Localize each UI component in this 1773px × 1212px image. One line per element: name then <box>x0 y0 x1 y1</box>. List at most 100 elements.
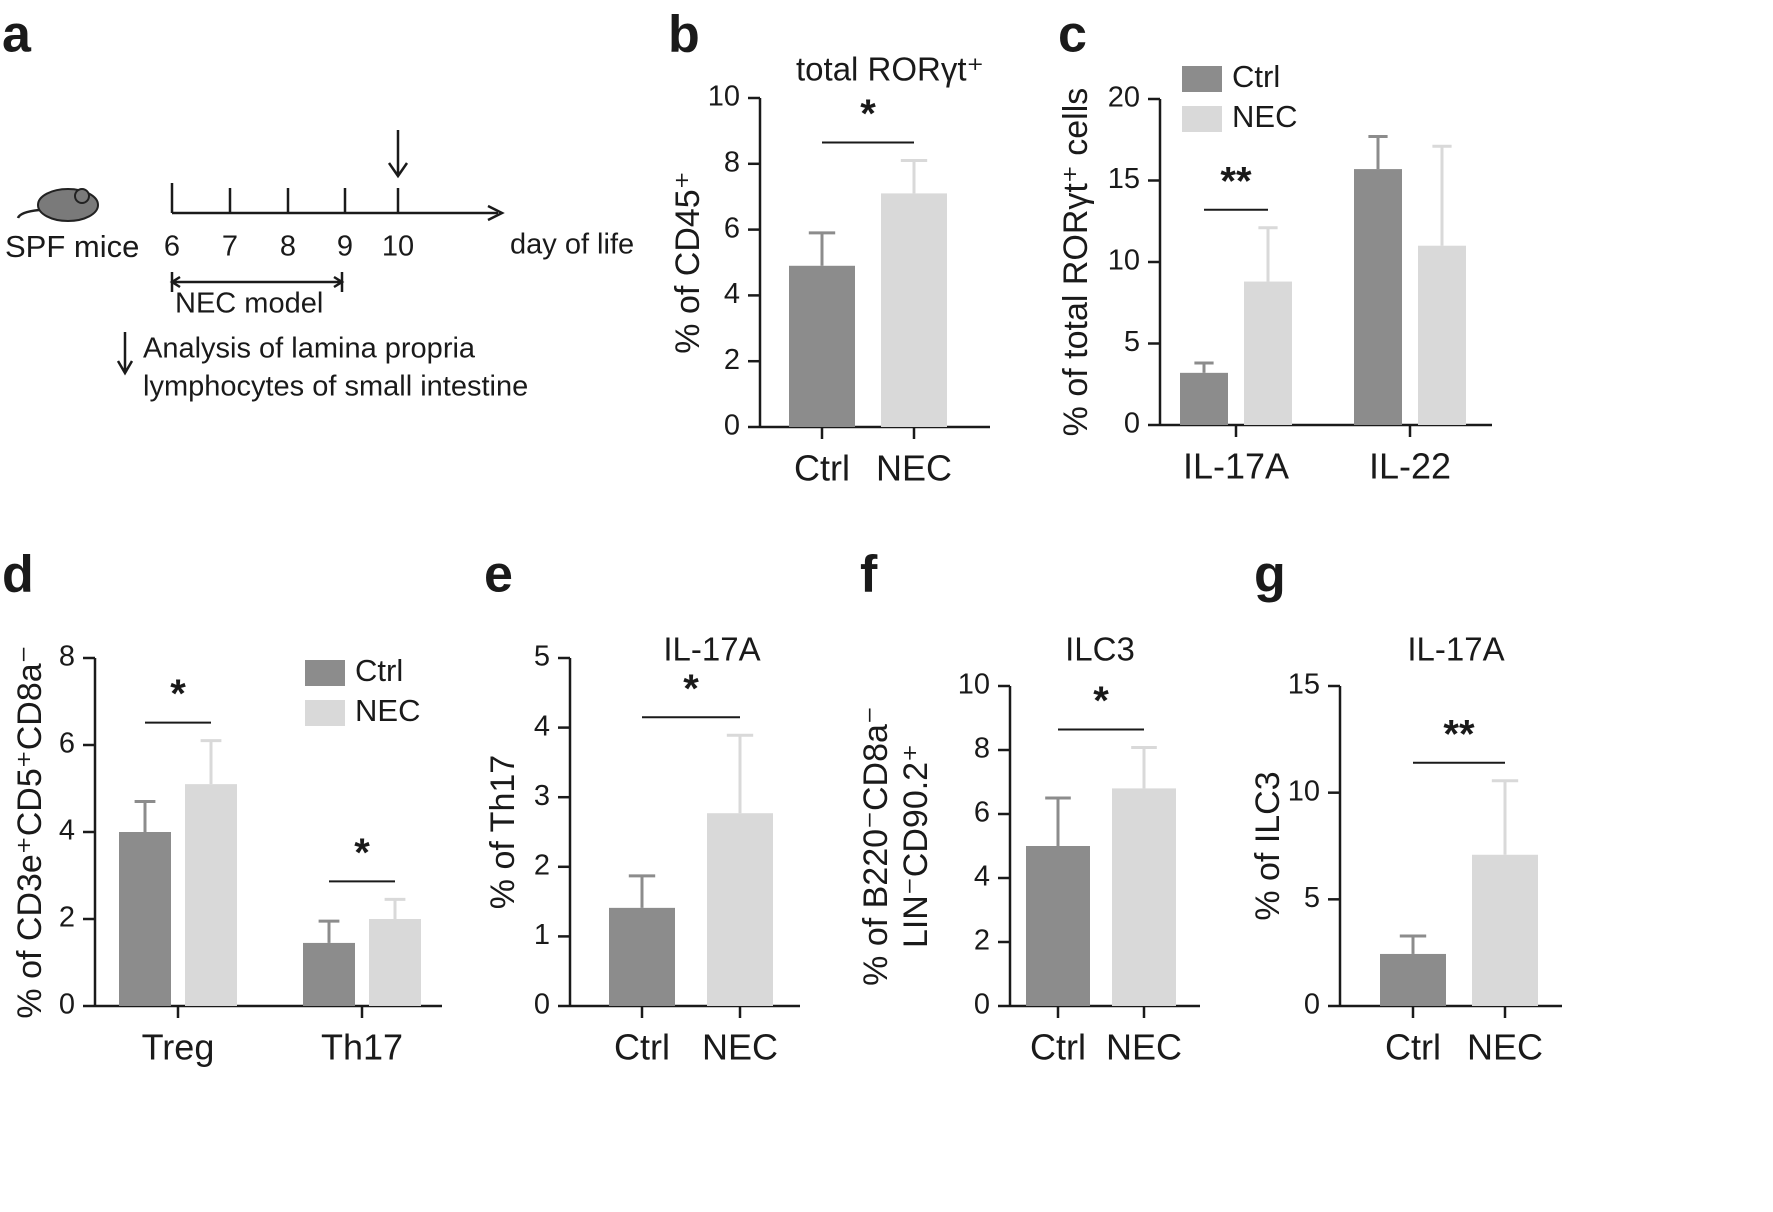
legend-label: NEC <box>1232 99 1297 134</box>
bar <box>789 265 855 427</box>
bar <box>1112 788 1176 1006</box>
day-label: 10 <box>382 231 414 263</box>
analysis-text: lymphocytes of small intestine <box>143 371 528 403</box>
y-tick-label: 4 <box>724 278 740 310</box>
legend-swatch <box>1182 66 1222 92</box>
legend-label: NEC <box>355 693 420 728</box>
y-tick-label: 10 <box>958 669 990 701</box>
bar <box>1180 372 1228 425</box>
x-tick-label: Th17 <box>321 1027 403 1068</box>
chart-title: IL-17A <box>663 631 760 668</box>
bar <box>1472 854 1538 1006</box>
analysis-arrow <box>387 130 409 179</box>
panel-label: g <box>1254 546 1286 604</box>
y-tick-label: 10 <box>708 81 740 113</box>
x-tick-label: Treg <box>142 1027 215 1068</box>
y-tick-label: 0 <box>534 989 550 1021</box>
legend-swatch <box>1182 106 1222 132</box>
timeline-arrow <box>487 204 505 222</box>
y-axis-label: % of B220⁻CD8a⁻ <box>857 706 895 986</box>
y-tick-label: 5 <box>1304 882 1320 914</box>
bar <box>1418 245 1466 425</box>
y-tick-label: 20 <box>1108 82 1140 114</box>
bar <box>707 813 773 1006</box>
model-label: NEC model <box>175 288 323 320</box>
y-tick-label: 2 <box>534 849 550 881</box>
legend-arrow <box>116 332 134 376</box>
day-label: 6 <box>164 231 180 263</box>
bar <box>881 193 947 427</box>
significance-label: * <box>354 831 370 875</box>
x-tick-label: IL-17A <box>1183 446 1289 487</box>
y-tick-label: 3 <box>534 780 550 812</box>
y-tick-label: 8 <box>59 641 75 673</box>
analysis-text: Analysis of lamina propria <box>143 333 476 365</box>
legend-swatch <box>305 700 345 726</box>
bar <box>1380 953 1446 1006</box>
day-label: 8 <box>280 231 296 263</box>
x-tick-label: Ctrl <box>794 448 850 489</box>
significance-label: * <box>683 667 699 711</box>
y-tick-label: 4 <box>974 861 990 893</box>
model-span <box>169 272 345 292</box>
x-tick-label: NEC <box>702 1027 778 1068</box>
y-tick-label: 6 <box>724 212 740 244</box>
mouse-icon <box>16 188 99 222</box>
x-tick-label: Ctrl <box>614 1027 670 1068</box>
day-label: 7 <box>222 231 238 263</box>
bar <box>1244 281 1292 425</box>
x-tick-label: NEC <box>1106 1027 1182 1068</box>
significance-label: ** <box>1443 712 1475 756</box>
bar <box>185 784 237 1006</box>
bar <box>1026 846 1090 1006</box>
x-tick-label: NEC <box>876 448 952 489</box>
chart-title: IL-17A <box>1407 631 1504 668</box>
y-tick-label: 0 <box>1124 408 1140 440</box>
y-axis-label: % of CD45⁺ <box>669 171 707 353</box>
y-axis-label: LIN⁻CD90.2⁺ <box>897 744 935 948</box>
x-tick-label: Ctrl <box>1030 1027 1086 1068</box>
y-tick-label: 8 <box>724 146 740 178</box>
bar <box>303 942 355 1006</box>
x-tick-label: IL-22 <box>1369 446 1451 487</box>
y-tick-label: 4 <box>59 815 75 847</box>
bar <box>1354 169 1402 425</box>
y-tick-label: 10 <box>1108 245 1140 277</box>
axis-label: day of life <box>510 229 634 261</box>
y-axis-label: % of Th17 <box>484 755 522 909</box>
y-tick-label: 0 <box>1304 989 1320 1021</box>
panel-label: a <box>2 6 32 64</box>
y-tick-label: 8 <box>974 733 990 765</box>
y-axis-label: % of ILC3 <box>1249 771 1287 920</box>
panel-label: e <box>484 546 513 604</box>
panel-label: d <box>2 546 34 604</box>
legend-label: Ctrl <box>1232 59 1280 94</box>
y-tick-label: 2 <box>59 902 75 934</box>
panel-label: c <box>1058 6 1087 64</box>
panel-label: f <box>860 546 878 604</box>
y-tick-label: 2 <box>724 344 740 376</box>
bar <box>609 907 675 1006</box>
significance-label: * <box>1093 679 1109 723</box>
day-label: 9 <box>337 231 353 263</box>
significance-label: ** <box>1220 159 1252 203</box>
y-axis-label: % of total RORγt⁺ cells <box>1057 88 1095 437</box>
y-tick-label: 0 <box>59 989 75 1021</box>
y-tick-label: 5 <box>1124 326 1140 358</box>
x-tick-label: NEC <box>1467 1027 1543 1068</box>
x-tick-label: Ctrl <box>1385 1027 1441 1068</box>
bar <box>369 919 421 1006</box>
subject-label: SPF mice <box>5 229 139 264</box>
y-tick-label: 5 <box>534 641 550 673</box>
legend-swatch <box>305 660 345 686</box>
y-tick-label: 15 <box>1108 163 1140 195</box>
significance-label: * <box>860 92 876 136</box>
significance-label: * <box>170 672 186 716</box>
y-tick-label: 2 <box>974 925 990 957</box>
legend-label: Ctrl <box>355 653 403 688</box>
y-tick-label: 4 <box>534 710 550 742</box>
bar <box>119 832 171 1006</box>
y-tick-label: 0 <box>974 989 990 1021</box>
chart-title: ILC3 <box>1065 631 1135 668</box>
y-tick-label: 10 <box>1288 775 1320 807</box>
